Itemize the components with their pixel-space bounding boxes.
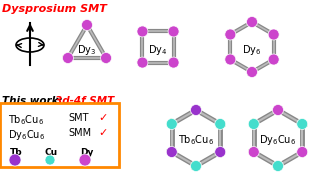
Circle shape [247, 67, 258, 77]
Circle shape [272, 160, 283, 171]
Circle shape [225, 54, 236, 65]
Circle shape [268, 29, 279, 40]
Circle shape [100, 53, 111, 64]
Circle shape [191, 160, 202, 171]
FancyBboxPatch shape [0, 103, 119, 167]
Circle shape [62, 53, 73, 64]
Circle shape [247, 16, 258, 28]
Text: Tb$_6$Cu$_6$: Tb$_6$Cu$_6$ [178, 133, 214, 147]
Text: Dy$_6$Cu$_6$: Dy$_6$Cu$_6$ [260, 133, 297, 147]
Circle shape [248, 146, 259, 157]
Circle shape [297, 146, 308, 157]
Circle shape [191, 105, 202, 115]
Circle shape [9, 154, 21, 166]
Circle shape [215, 119, 226, 129]
Circle shape [168, 57, 179, 68]
Circle shape [137, 57, 148, 68]
Text: Dy$_3$: Dy$_3$ [77, 43, 97, 57]
Circle shape [166, 146, 177, 157]
Circle shape [81, 19, 92, 30]
Circle shape [248, 119, 259, 129]
Text: Dy: Dy [80, 148, 93, 157]
Circle shape [215, 146, 226, 157]
Text: Tb: Tb [10, 148, 23, 157]
Text: SMT: SMT [68, 113, 89, 123]
Circle shape [45, 155, 55, 165]
Text: Dy$_4$: Dy$_4$ [148, 43, 168, 57]
Text: Cu: Cu [45, 148, 58, 157]
Circle shape [272, 105, 283, 115]
Text: SMM: SMM [68, 128, 91, 138]
Text: 3d-4f SMT: 3d-4f SMT [55, 96, 114, 106]
Circle shape [297, 119, 308, 129]
Text: Tb$_6$Cu$_6$: Tb$_6$Cu$_6$ [8, 113, 44, 127]
Text: ✓: ✓ [98, 128, 107, 138]
Text: Dy$_6$: Dy$_6$ [242, 43, 262, 57]
Circle shape [268, 54, 279, 65]
Circle shape [225, 29, 236, 40]
Circle shape [168, 26, 179, 37]
Text: ✓: ✓ [98, 113, 107, 123]
Text: Dysprosium SMT: Dysprosium SMT [2, 4, 107, 14]
Text: Dy$_6$Cu$_6$: Dy$_6$Cu$_6$ [8, 128, 45, 142]
Circle shape [137, 26, 148, 37]
Circle shape [79, 154, 91, 166]
Circle shape [166, 119, 177, 129]
Text: This work:: This work: [2, 96, 66, 106]
